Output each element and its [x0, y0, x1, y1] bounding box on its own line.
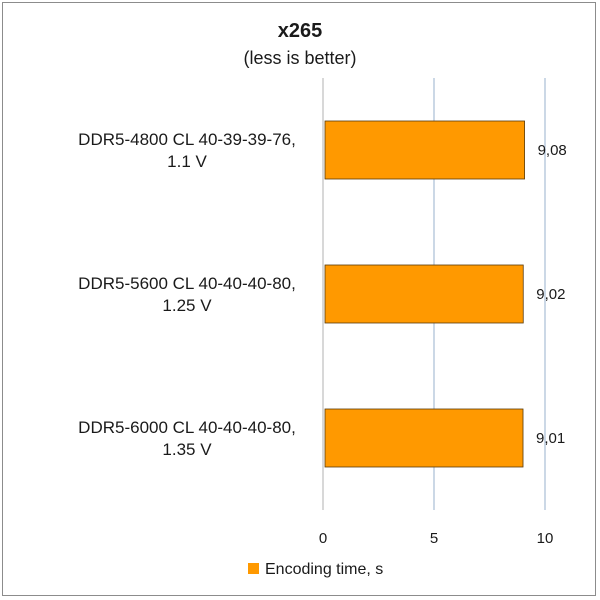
x-tick-label: 10	[537, 530, 554, 547]
category-label: 1.1 V	[167, 152, 207, 171]
legend: Encoding time, s	[248, 561, 383, 578]
category-label: DDR5-4800 CL 40-39-39-76,	[78, 130, 296, 149]
legend-swatch	[248, 563, 259, 574]
bar	[324, 120, 525, 180]
data-label: 9,02	[536, 286, 565, 303]
x-tick-label: 0	[319, 530, 327, 547]
bar	[324, 264, 524, 324]
category-label: DDR5-6000 CL 40-40-40-80,	[78, 418, 296, 437]
data-label: 9,01	[536, 430, 565, 447]
category-label: 1.25 V	[162, 296, 212, 315]
axes: 0 5 10	[319, 78, 554, 547]
x-tick-label: 5	[430, 530, 438, 547]
chart-title: x265	[278, 20, 323, 42]
category-label: DDR5-5600 CL 40-40-40-80,	[78, 274, 296, 293]
chart-subtitle: (less is better)	[243, 48, 356, 68]
category-label: 1.35 V	[162, 440, 212, 459]
bar	[324, 408, 524, 468]
category-labels: DDR5-4800 CL 40-39-39-76, 1.1 V DDR5-5600 …	[78, 130, 296, 459]
legend-label: Encoding time, s	[265, 561, 383, 578]
data-label: 9,08	[538, 142, 567, 159]
bars: 9,08 9,02 9,01	[324, 120, 567, 468]
